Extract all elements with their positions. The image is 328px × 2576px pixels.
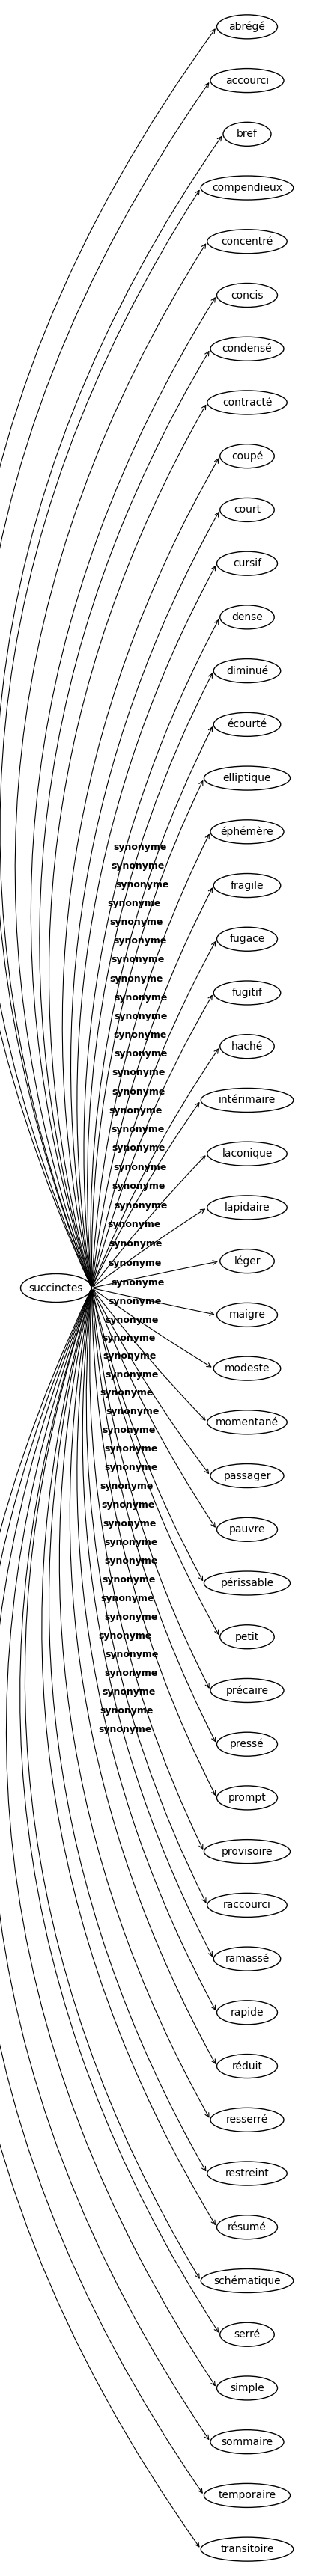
Text: synonyme: synonyme (103, 1352, 156, 1360)
Text: synonyme: synonyme (110, 917, 163, 927)
Text: coupé: coupé (231, 451, 262, 461)
Text: diminué: diminué (226, 665, 268, 675)
Text: synonyme: synonyme (111, 1126, 164, 1133)
Text: prompt: prompt (228, 1793, 266, 1803)
Text: simple: simple (230, 2383, 264, 2393)
Text: synonyme: synonyme (111, 860, 164, 871)
Text: laconique: laconique (221, 1149, 272, 1159)
Text: synonyme: synonyme (98, 1726, 152, 1734)
Text: synonyme: synonyme (113, 1162, 166, 1172)
Text: synonyme: synonyme (101, 1499, 154, 1510)
Text: synonyme: synonyme (108, 1296, 161, 1306)
Text: éphémère: éphémère (220, 827, 273, 837)
Text: synonyme: synonyme (103, 1520, 156, 1528)
Text: bref: bref (236, 129, 257, 139)
Text: court: court (233, 505, 260, 515)
Text: haché: haché (231, 1041, 262, 1051)
Text: synonyme: synonyme (113, 1200, 167, 1211)
Text: écourté: écourté (227, 719, 266, 729)
Text: synonyme: synonyme (100, 1388, 153, 1399)
Text: léger: léger (233, 1255, 260, 1267)
Text: synonyme: synonyme (105, 1406, 159, 1417)
Text: dense: dense (231, 613, 262, 623)
Text: accourci: accourci (225, 75, 268, 85)
Text: concentré: concentré (221, 237, 273, 247)
Text: abrégé: abrégé (228, 21, 265, 33)
Text: serré: serré (234, 2329, 260, 2339)
Text: synonyme: synonyme (104, 1463, 157, 1473)
Text: synonyme: synonyme (113, 935, 166, 945)
Text: concis: concis (230, 291, 263, 301)
Text: synonyme: synonyme (104, 1445, 157, 1453)
Text: synonyme: synonyme (112, 1144, 165, 1154)
Text: synonyme: synonyme (100, 1481, 153, 1492)
Text: petit: petit (235, 1631, 258, 1641)
Text: ramassé: ramassé (224, 1953, 269, 1963)
Text: synonyme: synonyme (114, 992, 167, 1002)
Text: cursif: cursif (232, 559, 261, 569)
Text: passager: passager (223, 1471, 270, 1481)
Text: succinctes: succinctes (29, 1283, 83, 1293)
Text: synonyme: synonyme (111, 1278, 164, 1288)
Text: synonyme: synonyme (102, 1574, 155, 1584)
Text: momentané: momentané (215, 1417, 278, 1427)
Text: synonyme: synonyme (114, 1012, 167, 1020)
Text: périssable: périssable (220, 1577, 273, 1589)
Text: synonyme: synonyme (113, 842, 166, 853)
Text: synonyme: synonyme (100, 1705, 153, 1716)
Text: synonyme: synonyme (105, 1370, 158, 1381)
Text: compendieux: compendieux (212, 183, 282, 193)
Text: synonyme: synonyme (104, 1556, 157, 1566)
Text: synonyme: synonyme (115, 881, 169, 889)
Text: maigre: maigre (228, 1309, 265, 1319)
Text: temporaire: temporaire (218, 2491, 276, 2501)
Text: sommaire: sommaire (221, 2437, 272, 2447)
Text: synonyme: synonyme (111, 956, 164, 966)
Text: synonyme: synonyme (107, 1218, 160, 1229)
Text: synonyme: synonyme (108, 899, 161, 909)
Text: provisoire: provisoire (221, 1847, 272, 1857)
Text: transitoire: transitoire (220, 2545, 273, 2555)
Text: synonyme: synonyme (108, 1260, 161, 1267)
Text: intérimaire: intérimaire (218, 1095, 275, 1105)
Text: synonyme: synonyme (102, 1425, 155, 1435)
Text: précaire: précaire (225, 1685, 268, 1695)
Text: rapide: rapide (230, 2007, 263, 2017)
Text: synonyme: synonyme (102, 1332, 155, 1342)
Text: modeste: modeste (224, 1363, 269, 1373)
Text: schématique: schématique (213, 2275, 280, 2287)
Text: synonyme: synonyme (114, 1048, 167, 1059)
Text: elliptique: elliptique (222, 773, 271, 783)
Text: restreint: restreint (225, 2169, 269, 2179)
Text: synonyme: synonyme (104, 1538, 157, 1548)
Text: synonyme: synonyme (104, 1669, 157, 1680)
Text: fugitif: fugitif (231, 987, 262, 997)
Text: raccourci: raccourci (223, 1901, 270, 1911)
Text: resserré: resserré (226, 2115, 268, 2125)
Text: contracté: contracté (222, 397, 271, 407)
Text: synonyme: synonyme (112, 1069, 165, 1077)
Text: synonyme: synonyme (110, 974, 163, 984)
Text: synonyme: synonyme (109, 1239, 162, 1249)
Text: résumé: résumé (227, 2223, 266, 2233)
Text: fragile: fragile (230, 881, 263, 891)
Text: synonyme: synonyme (112, 1182, 165, 1190)
Text: synonyme: synonyme (112, 1087, 165, 1097)
Text: pauvre: pauvre (228, 1525, 265, 1535)
Text: synonyme: synonyme (98, 1631, 152, 1641)
Text: fugace: fugace (229, 935, 264, 945)
Text: synonyme: synonyme (101, 1595, 154, 1602)
Text: pressé: pressé (230, 1739, 264, 1749)
Text: synonyme: synonyme (104, 1613, 157, 1623)
Text: synonyme: synonyme (102, 1687, 155, 1698)
Text: synonyme: synonyme (109, 1105, 162, 1115)
Text: réduit: réduit (231, 2061, 262, 2071)
Text: synonyme: synonyme (105, 1316, 158, 1324)
Text: lapidaire: lapidaire (224, 1203, 269, 1213)
Text: synonyme: synonyme (113, 1030, 166, 1041)
Text: condensé: condensé (222, 343, 272, 353)
Text: synonyme: synonyme (105, 1651, 158, 1659)
